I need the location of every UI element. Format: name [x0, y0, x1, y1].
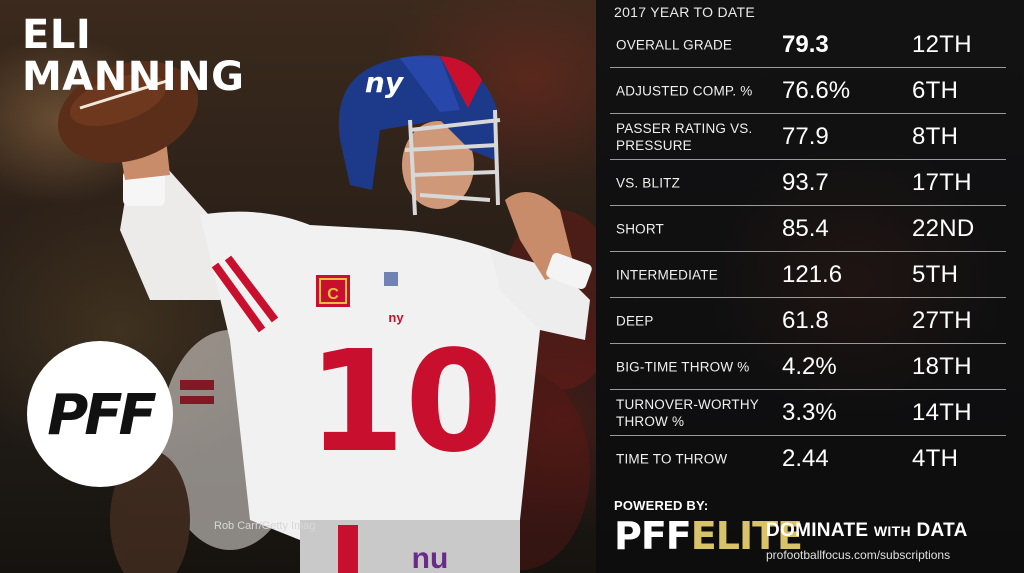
stat-label: DEEP	[616, 313, 654, 328]
stat-row: SHORT 85.4 22ND	[610, 206, 1006, 252]
helmet-logo-text: ny	[365, 66, 405, 99]
pff-logo-text: PFF	[47, 383, 156, 448]
helmet	[338, 55, 501, 216]
stat-value: 3.3%	[782, 398, 837, 426]
stat-row: TIME TO THROW 2.44 4TH	[610, 436, 1006, 482]
jersey-number: 10	[308, 321, 503, 484]
stat-value: 121.6	[782, 260, 843, 288]
elite-wordmark: ELITE	[690, 514, 803, 558]
stat-value: 76.6%	[782, 76, 851, 104]
stat-rank: 14TH	[912, 398, 972, 426]
player-name: ELI MANNING	[22, 14, 244, 98]
stat-label: TURNOVER-WORTHY THROW %	[616, 396, 759, 429]
promo-footer: POWERED BY: PFFELITE DOMINATE WITH DATA …	[614, 496, 1014, 568]
stat-row: ADJUSTED COMP. % 76.6% 6TH	[610, 68, 1006, 114]
stats-table: OVERALL GRADE 79.3 12TH ADJUSTED COMP. % 76.…	[610, 22, 1006, 482]
tagline-dominate: DOMINATE	[766, 520, 869, 541]
stat-row: VS. BLITZ 93.7 17TH	[610, 160, 1006, 206]
stat-rank: 8TH	[912, 122, 959, 150]
stat-rank: 6TH	[912, 76, 959, 104]
football	[57, 61, 199, 163]
stat-value: 85.4	[782, 214, 829, 242]
tagline-with: WITH	[873, 523, 911, 539]
pff-logo-icon: PFF	[27, 341, 173, 487]
stat-rank: 12TH	[912, 30, 972, 58]
stat-value: 4.2%	[782, 352, 837, 380]
svg-text:ny: ny	[388, 310, 404, 325]
player-last-name: MANNING	[22, 54, 245, 100]
photo-credit: Rob Carr/Getty Imag	[214, 520, 316, 532]
stat-label: INTERMEDIATE	[616, 267, 718, 282]
stat-label: SHORT	[616, 221, 665, 236]
svg-text:C: C	[327, 286, 339, 303]
stat-rank: 5TH	[912, 260, 959, 288]
pff-elite-logo: PFFELITE	[614, 514, 803, 558]
stat-rank: 17TH	[912, 168, 972, 196]
stat-row: BIG-TIME THROW % 4.2% 18TH	[610, 344, 1006, 390]
stat-label: PASSER RATING VS. PRESSURE	[616, 120, 753, 153]
stat-label: TIME TO THROW	[616, 451, 728, 467]
stat-rank: 27TH	[912, 306, 972, 334]
stat-value: 93.7	[782, 168, 829, 196]
player-photo: C ny nu ny 10 ELI MANNING PFF Rob Carr/G…	[0, 0, 596, 573]
stat-row: OVERALL GRADE 79.3 12TH	[610, 22, 1006, 68]
stat-rank: 22ND	[912, 214, 975, 242]
panel-title: 2017 YEAR TO DATE	[614, 4, 756, 20]
subscription-url[interactable]: profootballfocus.com/subscriptions	[766, 548, 951, 562]
stat-rank: 4TH	[912, 445, 959, 472]
stat-row: PASSER RATING VS. PRESSURE 77.9 8TH	[610, 114, 1006, 160]
stat-label: OVERALL GRADE	[616, 37, 733, 52]
tagline: DOMINATE WITH DATA	[766, 520, 968, 542]
stats-panel: 2017 YEAR TO DATE OVERALL GRADE 79.3 12TH A…	[596, 0, 1024, 573]
stat-label: BIG-TIME THROW %	[616, 359, 750, 374]
stat-label: VS. BLITZ	[616, 175, 681, 190]
stat-row: INTERMEDIATE 121.6 5TH	[610, 252, 1006, 298]
stat-value: 77.9	[782, 122, 829, 150]
player-first-name: ELI	[22, 12, 92, 58]
stat-row: DEEP 61.8 27TH	[610, 298, 1006, 344]
stat-value: 61.8	[782, 306, 829, 334]
stat-value: 79.3	[782, 30, 829, 58]
stat-rank: 18TH	[912, 352, 972, 380]
tagline-data: DATA	[916, 520, 968, 541]
stat-label: ADJUSTED COMP. %	[616, 83, 753, 98]
player-illustration: C ny nu ny 10	[57, 55, 596, 573]
stat-value: 2.44	[782, 445, 829, 472]
svg-text:nu: nu	[412, 542, 449, 573]
stat-row: TURNOVER-WORTHY THROW % 3.3% 14TH	[610, 390, 1006, 436]
powered-by-label: POWERED BY:	[614, 498, 709, 513]
pff-wordmark: PFF	[614, 514, 692, 558]
